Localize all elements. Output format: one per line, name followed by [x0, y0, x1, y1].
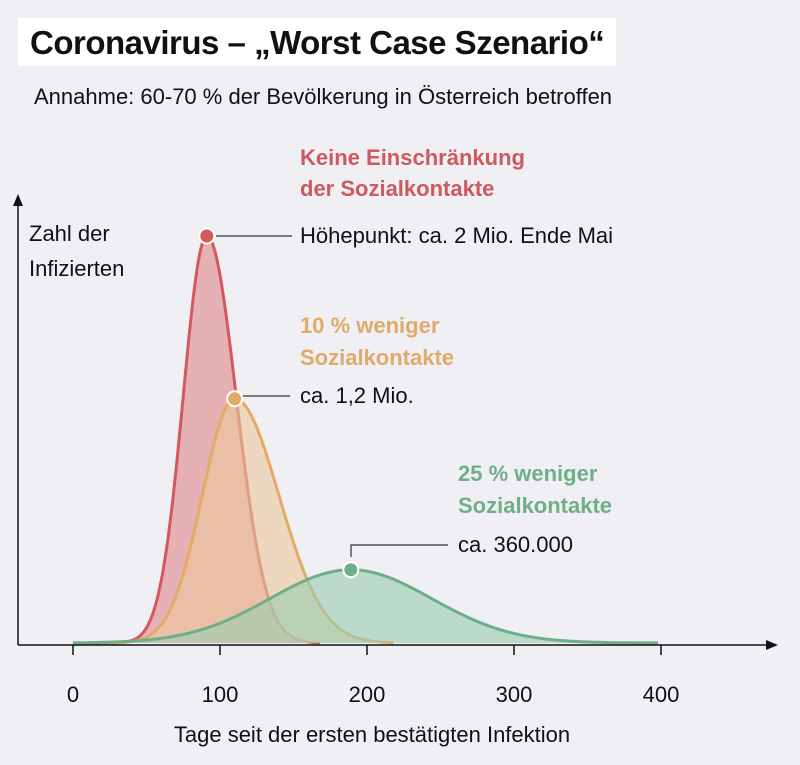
y-axis-label-line-2: Infizierten — [29, 256, 124, 281]
y-axis-label-line-1: Zahl der — [29, 221, 110, 246]
series-area-no-restriction — [73, 236, 320, 643]
series-label-10pct-line-1: 10 % weniger — [300, 313, 440, 338]
x-axis-label: Tage seit der ersten bestätigten Infekti… — [174, 722, 570, 747]
series-label-25pct-line-1: 25 % weniger — [458, 461, 598, 486]
x-tick-label: 0 — [67, 682, 79, 707]
x-ticks: 0 100 200 300 400 — [67, 645, 679, 707]
peak-annotation-25pct: ca. 360.000 — [458, 532, 573, 557]
x-tick-label: 400 — [643, 682, 680, 707]
series-label-10pct-line-2: Sozialkontakte — [300, 345, 454, 370]
series-line-25pct — [73, 568, 659, 645]
x-tick-label: 300 — [496, 682, 533, 707]
peak-markers — [198, 227, 360, 579]
series-label-25pct-line-2: Sozialkontakte — [458, 493, 612, 518]
peak-marker-10pct — [226, 390, 244, 408]
peak-marker-no-restriction — [198, 227, 216, 245]
peak-marker-25pct — [342, 561, 360, 579]
chart-title: Coronavirus – „Worst Case Szenario“ — [18, 18, 617, 66]
peak-annotation-no-restriction: Höhepunkt: ca. 2 Mio. Ende Mai — [300, 223, 613, 248]
series-areas — [73, 234, 659, 645]
series-area-10pct — [73, 398, 394, 643]
series-label-no-restriction-line-2: der Sozialkontakte — [300, 176, 494, 201]
peak-annotation-10pct: ca. 1,2 Mio. — [300, 383, 414, 408]
chart-subtitle: Annahme: 60-70 % der Bevölkerung in Öste… — [34, 84, 613, 109]
series-label-no-restriction-line-1: Keine Einschränkung — [300, 145, 525, 170]
x-tick-label: 100 — [202, 682, 239, 707]
peak-leader-green — [350, 544, 448, 557]
x-tick-label: 200 — [349, 682, 386, 707]
